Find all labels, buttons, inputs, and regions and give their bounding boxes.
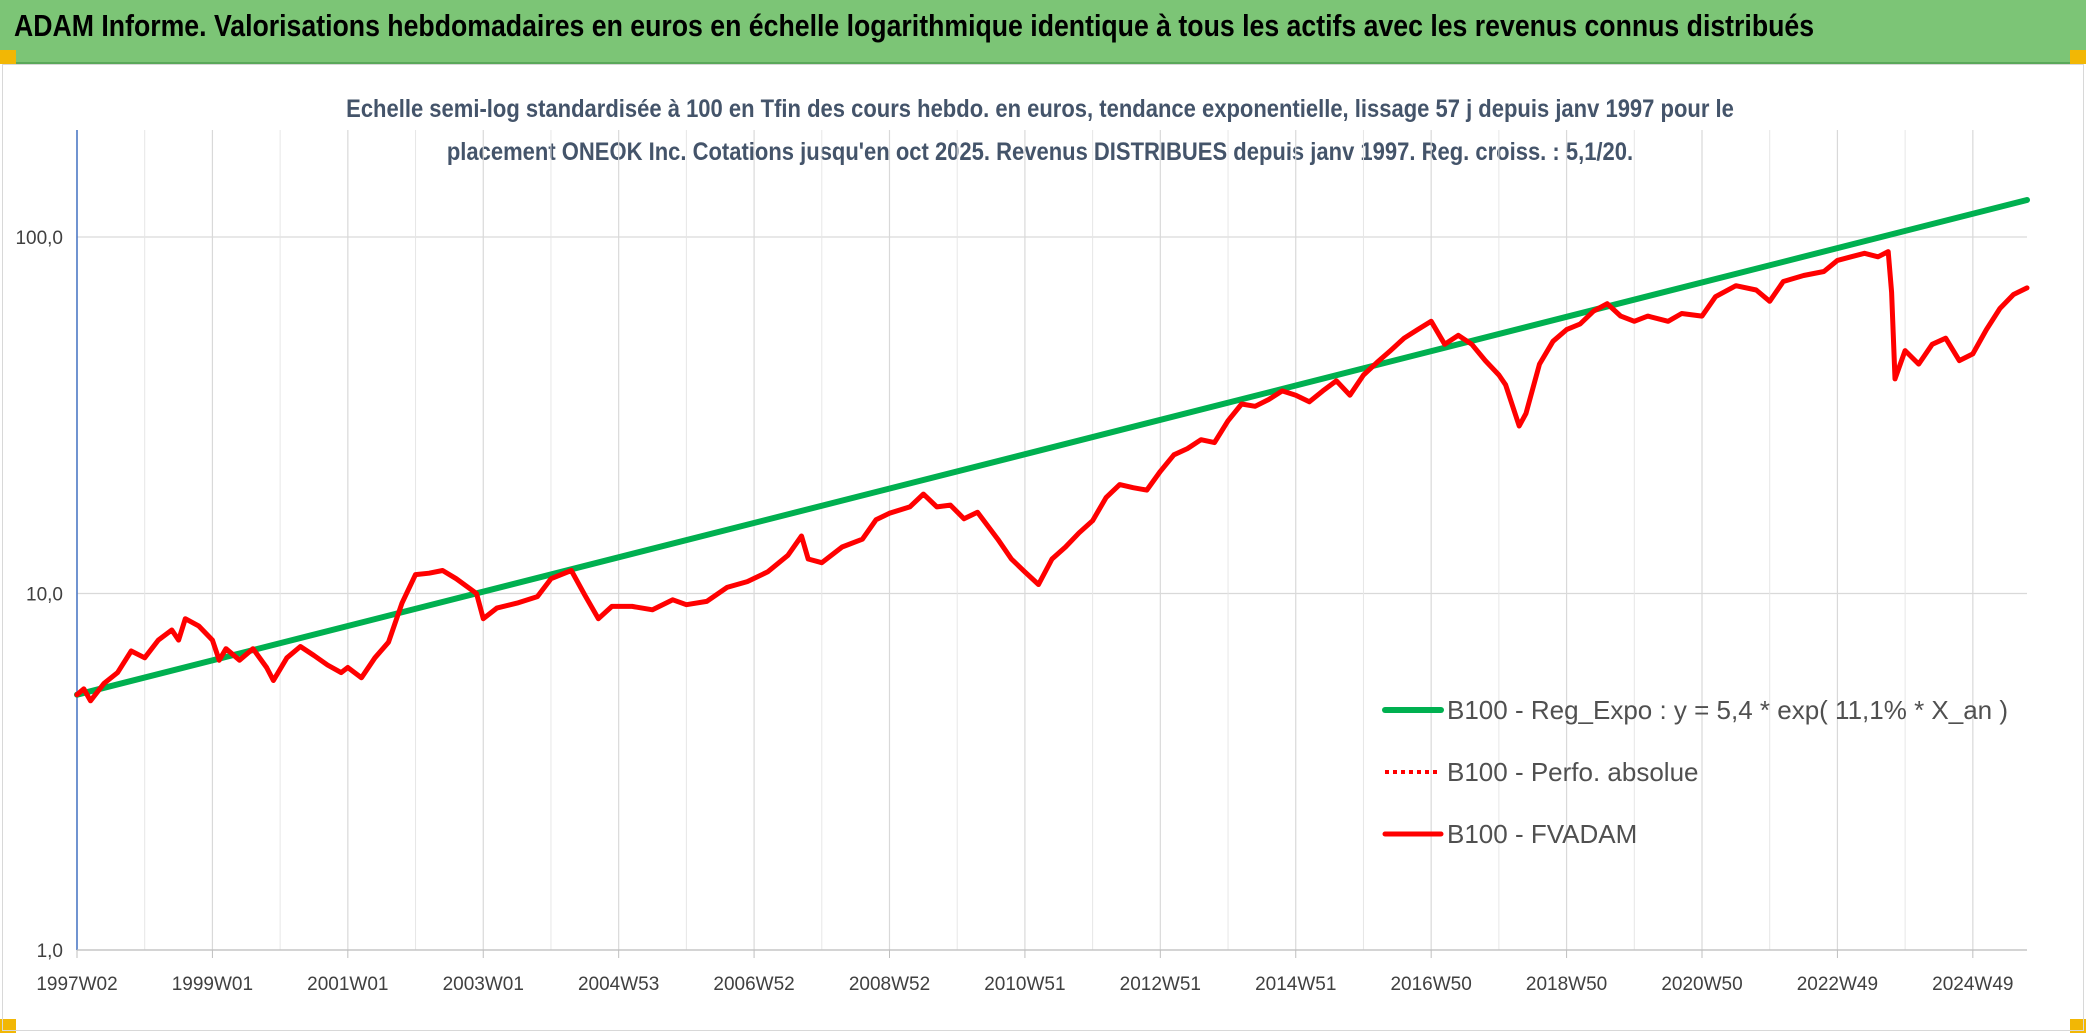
series-line-0	[74, 197, 2030, 698]
x-tick-label: 2020W50	[1661, 974, 1742, 995]
corner-marker	[2070, 1019, 2086, 1033]
x-tick-label: 2006W52	[713, 974, 794, 995]
series-layer	[74, 197, 2030, 704]
x-tick-label: 2003W01	[443, 974, 524, 995]
x-tick-label: 2001W01	[307, 974, 388, 995]
page-title: ADAM Informe. Valorisations hebdomadaire…	[14, 8, 1815, 43]
x-tick-label: 2016W50	[1390, 974, 1471, 995]
chart-title-line-1: Echelle semi-log standardisée à 100 en T…	[346, 95, 1734, 123]
y-tick-label: 1,0	[37, 941, 63, 962]
y-tick-label: 10,0	[26, 585, 63, 606]
corner-marker	[2070, 50, 2086, 64]
corner-marker	[0, 1019, 16, 1033]
x-tick-label: 2008W52	[849, 974, 930, 995]
x-tick-label: 2022W49	[1797, 974, 1878, 995]
legend-label-2: B100 - FVADAM	[1447, 819, 1637, 849]
x-tick-label: 2024W49	[1932, 974, 2013, 995]
legend-label-1: B100 - Perfo. absolue	[1447, 757, 1699, 787]
x-tick-label: 2004W53	[578, 974, 659, 995]
legend-label-0: B100 - Reg_Expo : y = 5,4 * exp( 11,1% *…	[1447, 695, 2008, 725]
chart-frame	[2, 64, 2084, 1031]
legend: B100 - Reg_Expo : y = 5,4 * exp( 11,1% *…	[1382, 695, 2008, 849]
grid	[76, 130, 2027, 951]
chart-title: Echelle semi-log standardisée à 100 en T…	[240, 88, 1840, 174]
x-tick-label: 2010W51	[984, 974, 1065, 995]
x-tick-label: 2012W51	[1120, 974, 1201, 995]
axes: 1,0 10,0 100,0 1997W02 1999W01 2001W01 2003W01…	[15, 130, 2027, 995]
header-banner: ADAM Informe. Valorisations hebdomadaire…	[0, 0, 2086, 64]
x-tick-label: 1999W01	[172, 974, 253, 995]
y-tick-label: 100,0	[15, 228, 63, 249]
corner-marker	[0, 50, 16, 64]
chart-title-line-2: placement ONEOK Inc. Cotations jusqu'en …	[446, 138, 1634, 166]
x-tick-label: 2018W50	[1526, 974, 1607, 995]
x-tick-label: 2014W51	[1255, 974, 1336, 995]
x-tick-label: 1997W02	[36, 974, 117, 995]
series-line-2	[74, 249, 2030, 704]
